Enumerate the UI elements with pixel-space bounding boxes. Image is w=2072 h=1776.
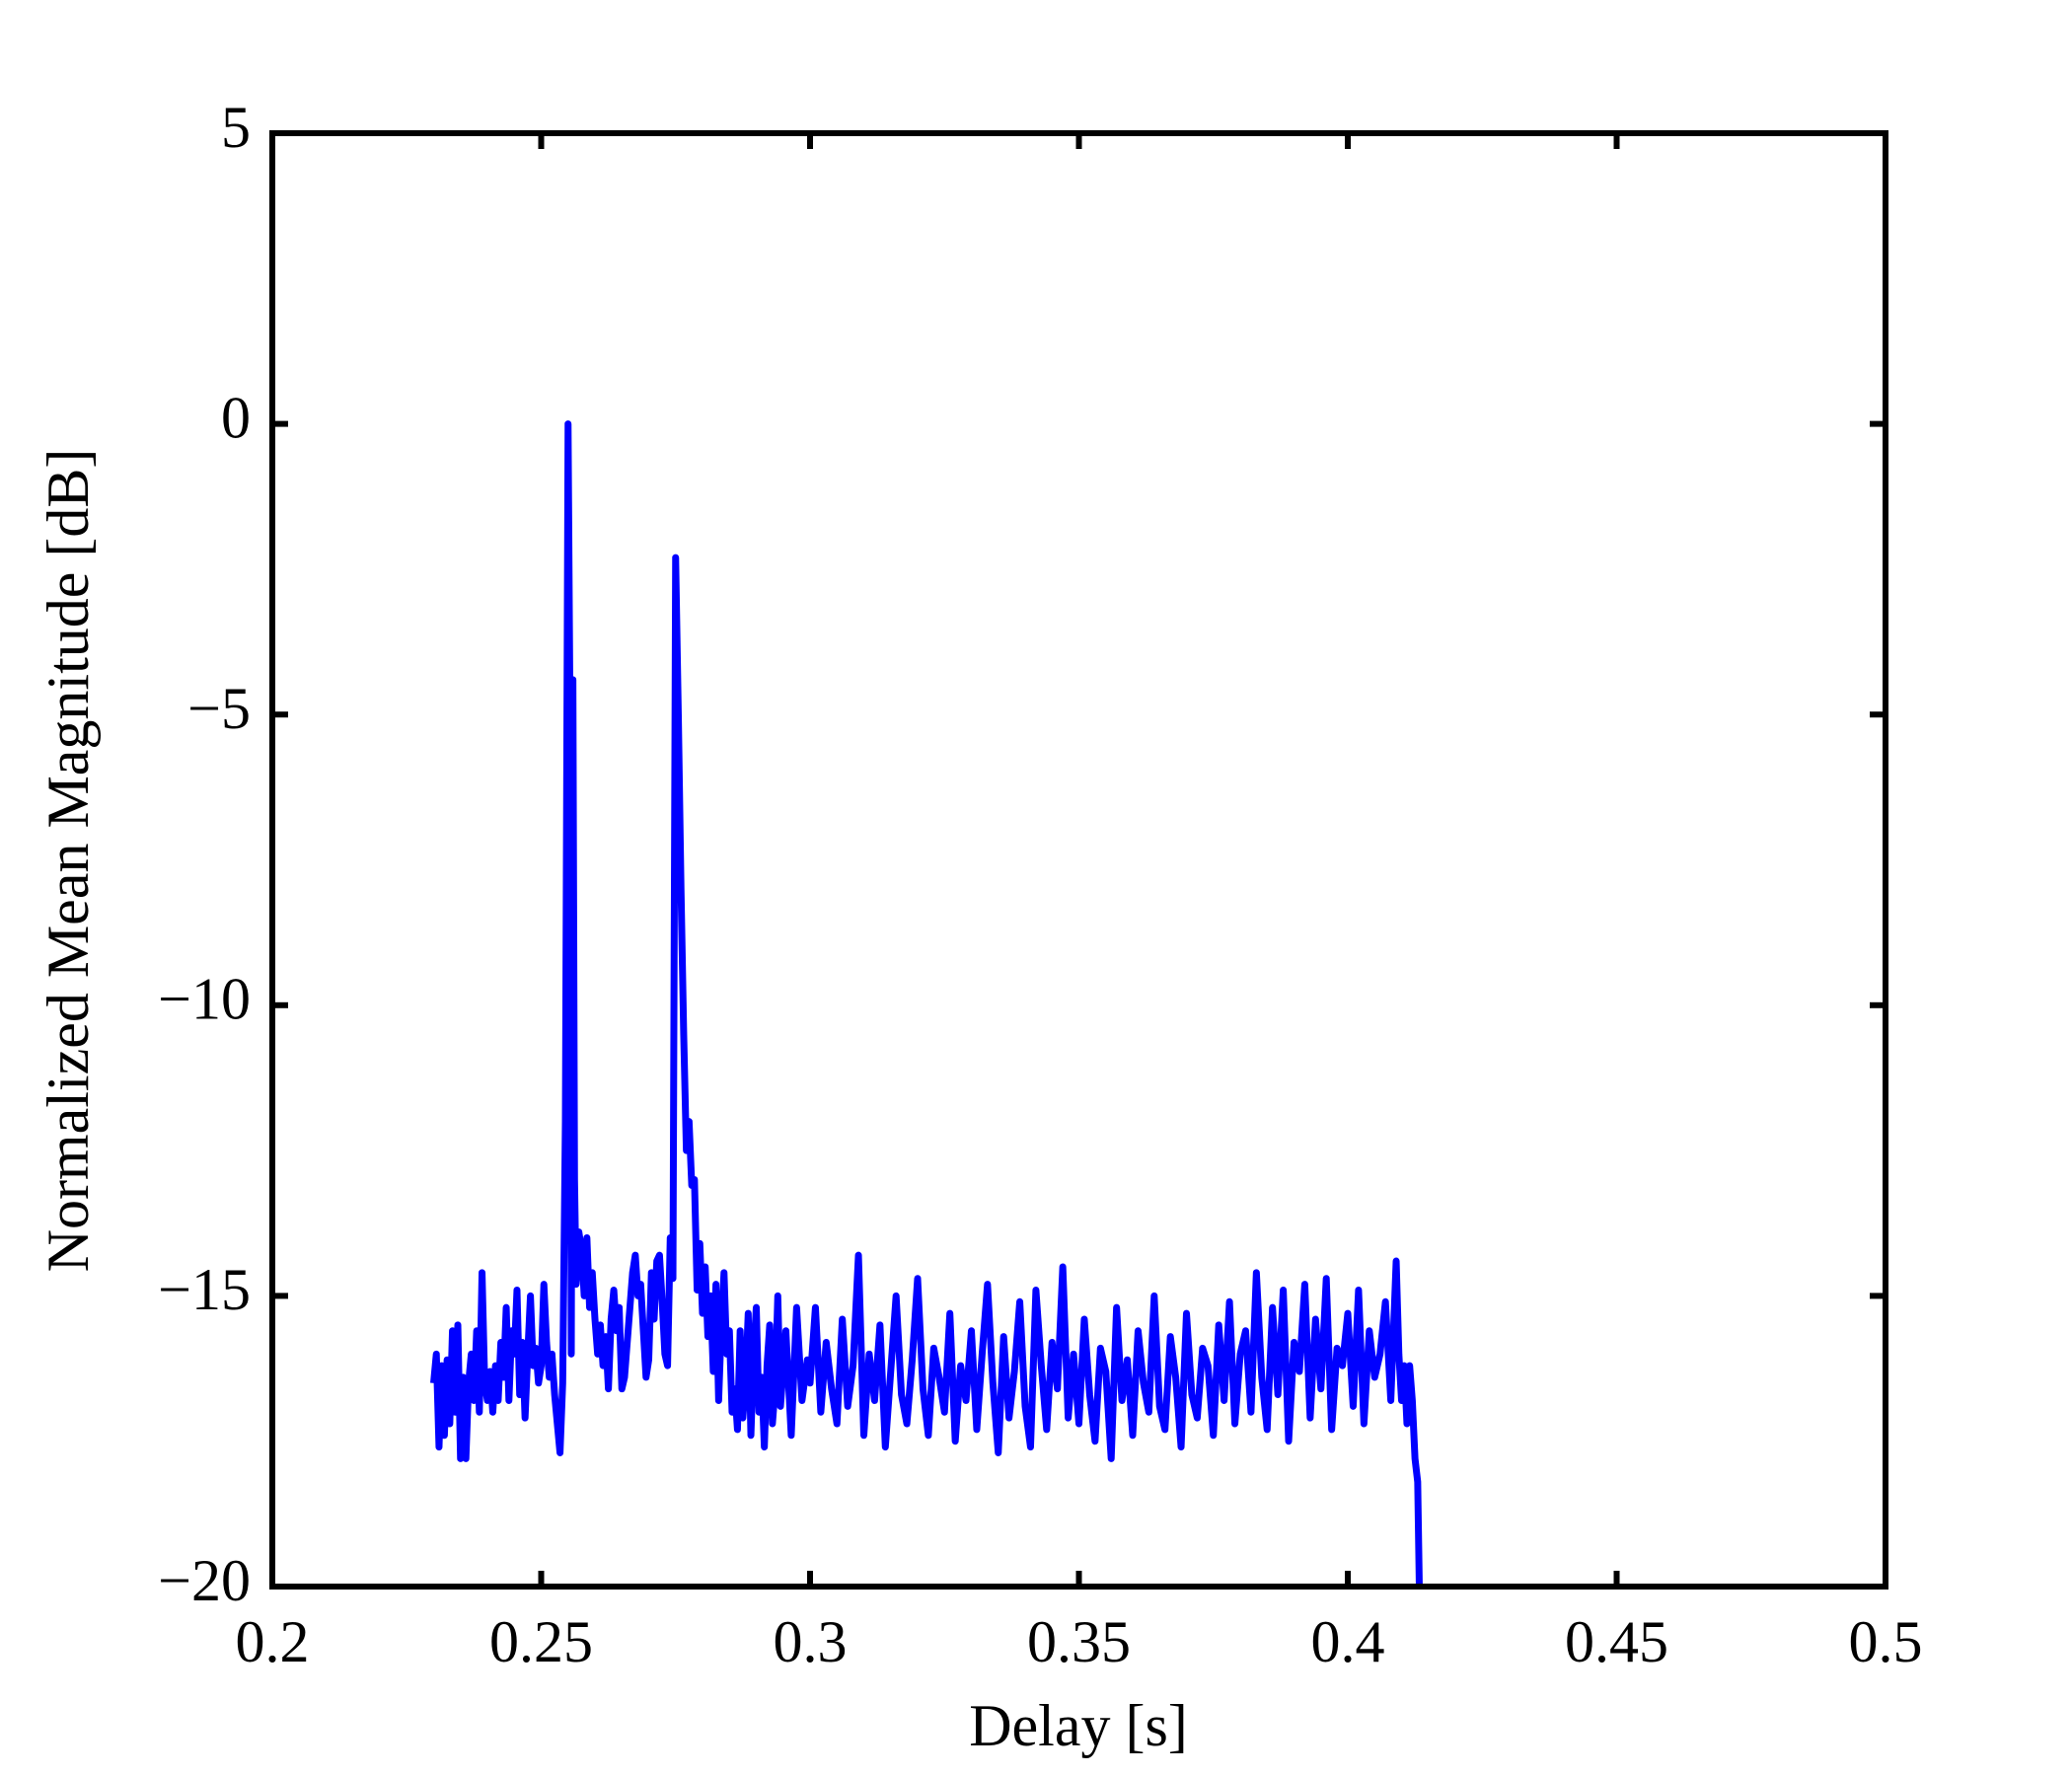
x-tick-label: 0.35	[1027, 1609, 1131, 1674]
x-tick-label: 0.45	[1565, 1609, 1668, 1674]
y-tick-label: −5	[187, 676, 251, 741]
y-tick-label: −10	[158, 967, 251, 1032]
x-tick-label: 0.2	[236, 1609, 310, 1674]
y-tick-label: 5	[221, 95, 251, 160]
y-tick-label: −15	[158, 1257, 251, 1322]
plot-frame	[269, 130, 1888, 1590]
y-tick-label: −20	[158, 1548, 251, 1613]
x-tick-label: 0.5	[1849, 1609, 1923, 1674]
y-axis-label: Normalized Mean Magnitude [dB]	[36, 449, 101, 1273]
data-line	[430, 420, 1423, 1588]
y-tick-label: 0	[221, 385, 251, 450]
x-tick-label: 0.4	[1311, 1609, 1385, 1674]
x-tick-label: 0.3	[774, 1609, 848, 1674]
x-tick-label: 0.25	[489, 1609, 593, 1674]
x-axis-label: Delay [s]	[969, 1693, 1188, 1758]
